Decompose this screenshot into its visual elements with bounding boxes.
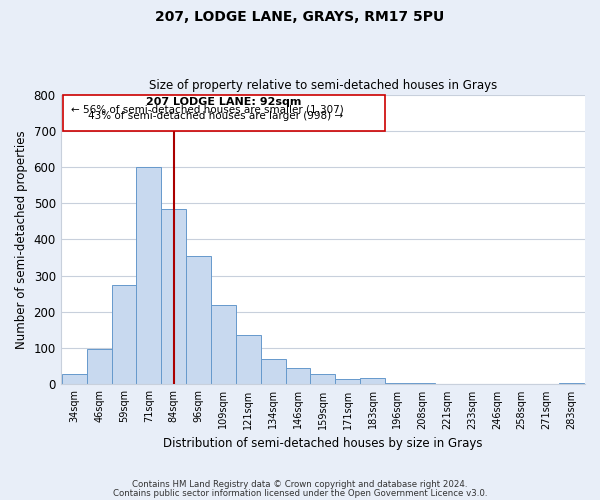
Bar [136,167,161,384]
Bar [261,359,286,384]
Bar [236,335,261,384]
Bar [211,306,236,384]
Bar [559,382,584,384]
Bar [385,382,410,384]
Bar [360,378,385,384]
Y-axis label: Number of semi-detached properties: Number of semi-detached properties [15,130,28,349]
Text: Contains public sector information licensed under the Open Government Licence v3: Contains public sector information licen… [113,489,487,498]
X-axis label: Distribution of semi-detached houses by size in Grays: Distribution of semi-detached houses by … [163,437,482,450]
Text: 207, LODGE LANE, GRAYS, RM17 5PU: 207, LODGE LANE, GRAYS, RM17 5PU [155,10,445,24]
Text: 43% of semi-detached houses are larger (998) →: 43% of semi-detached houses are larger (… [88,111,343,121]
Text: Contains HM Land Registry data © Crown copyright and database right 2024.: Contains HM Land Registry data © Crown c… [132,480,468,489]
Bar [310,374,335,384]
Bar [62,374,87,384]
Bar [186,256,211,384]
Bar [63,94,385,131]
Bar [335,379,360,384]
Text: 207 LODGE LANE: 92sqm: 207 LODGE LANE: 92sqm [146,98,302,108]
Bar [112,285,136,384]
Bar [87,350,112,384]
Bar [286,368,310,384]
Text: ← 56% of semi-detached houses are smaller (1,307): ← 56% of semi-detached houses are smalle… [71,104,343,115]
Bar [161,208,186,384]
Title: Size of property relative to semi-detached houses in Grays: Size of property relative to semi-detach… [149,79,497,92]
